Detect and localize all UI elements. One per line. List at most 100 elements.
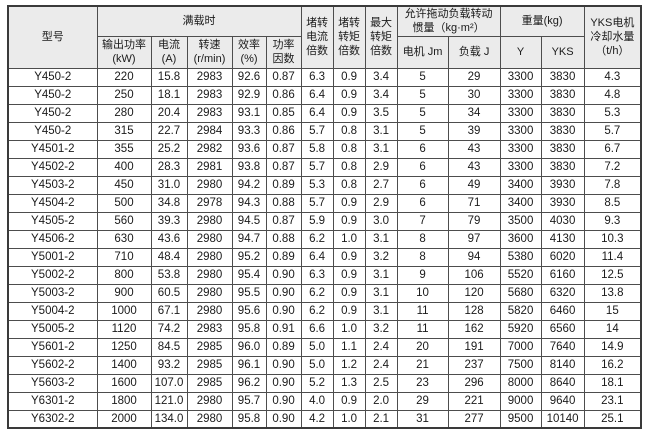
cell-efficiency_pct: 95.5	[231, 283, 267, 303]
cell-current_a: 107.0	[150, 373, 188, 393]
cell-power_factor: 0.89	[265, 175, 302, 195]
cell-load_inertia_j: 120	[447, 283, 501, 303]
cell-weight_yks: 3830	[540, 121, 585, 141]
cell-output_power_kw: 800	[96, 265, 152, 285]
cell-weight_y: 3300	[499, 67, 542, 87]
cell-locked_rotor_torque_ratio: 0.9	[332, 247, 366, 267]
cell-load_inertia_j: 71	[447, 193, 501, 213]
cell-weight_yks: 6560	[540, 319, 585, 339]
header-model: 型号	[7, 5, 98, 69]
cell-motor_inertia_jm: 7	[396, 211, 449, 231]
cell-output_power_kw: 710	[96, 247, 152, 267]
cell-weight_y: 5520	[499, 265, 542, 285]
cell-locked_rotor_current_ratio: 5.7	[300, 121, 334, 141]
cell-model: Y4501-2	[7, 139, 98, 159]
cell-locked_rotor_current_ratio: 6.4	[300, 247, 334, 267]
table-row: Y450-2 315 22.7 2984 93.3 0.86 5.7 0.8 3.1 5 39 330…	[7, 121, 642, 141]
cell-weight_y: 3400	[499, 193, 542, 213]
cell-efficiency_pct: 94.7	[231, 229, 267, 249]
table-row: Y4505-2 560 39.3 2980 94.5 0.87 5.9 0.9 3.0 7 79 35…	[7, 211, 642, 231]
cell-efficiency_pct: 93.8	[231, 157, 267, 177]
cell-locked_rotor_torque_ratio: 1.3	[332, 373, 366, 393]
cell-output_power_kw: 220	[96, 67, 152, 87]
cell-motor_inertia_jm: 23	[396, 373, 449, 393]
table-row: Y5602-2 1400 93.2 2985 96.1 0.90 5.0 1.2 2.4 21 23…	[7, 355, 642, 375]
cell-weight_y: 3300	[499, 139, 542, 159]
cell-efficiency_pct: 95.2	[231, 247, 267, 267]
cell-locked_rotor_current_ratio: 5.2	[300, 373, 334, 393]
cell-weight_yks: 6320	[540, 283, 585, 303]
cell-output_power_kw: 315	[96, 121, 152, 141]
table-row: Y450-2 220 15.8 2983 92.6 0.87 6.3 0.9 3.4 5 29 330…	[7, 67, 642, 87]
cell-motor_inertia_jm: 8	[396, 229, 449, 249]
cell-load_inertia_j: 94	[447, 247, 501, 267]
cell-max_torque_ratio: 3.1	[364, 229, 398, 249]
cell-load_inertia_j: 221	[447, 391, 501, 411]
cell-power_factor: 0.88	[265, 193, 302, 213]
cell-weight_y: 5820	[499, 301, 542, 321]
cell-locked_rotor_torque_ratio: 1.0	[332, 229, 366, 249]
cell-model: Y4502-2	[7, 157, 98, 177]
cell-model: Y5601-2	[7, 337, 98, 357]
cell-current_a: 20.4	[150, 103, 188, 123]
cell-output_power_kw: 500	[96, 193, 152, 213]
cell-max_torque_ratio: 2.9	[364, 193, 398, 213]
cell-power_factor: 0.90	[265, 373, 302, 393]
cell-output_power_kw: 450	[96, 175, 152, 195]
cell-weight_yks: 6460	[540, 301, 585, 321]
cell-weight_y: 3300	[499, 103, 542, 123]
cell-locked_rotor_current_ratio: 6.3	[300, 67, 334, 87]
cell-locked_rotor_torque_ratio: 0.9	[332, 103, 366, 123]
cell-cooling_water_tph: 4.8	[583, 85, 642, 105]
cell-weight_y: 3300	[499, 121, 542, 141]
cell-current_a: 39.3	[150, 211, 188, 231]
cell-max_torque_ratio: 3.4	[364, 85, 398, 105]
cell-weight_y: 9000	[499, 391, 542, 411]
cell-max_torque_ratio: 3.1	[364, 139, 398, 159]
cell-power_factor: 0.86	[265, 85, 302, 105]
cell-locked_rotor_torque_ratio: 0.9	[332, 391, 366, 411]
cell-load_inertia_j: 39	[447, 121, 501, 141]
cell-locked_rotor_torque_ratio: 0.9	[332, 301, 366, 321]
cell-cooling_water_tph: 16.2	[583, 355, 642, 375]
cell-max_torque_ratio: 3.1	[364, 265, 398, 285]
cell-output_power_kw: 355	[96, 139, 152, 159]
cell-max_torque_ratio: 2.4	[364, 337, 398, 357]
cell-cooling_water_tph: 5.3	[583, 103, 642, 123]
cell-max_torque_ratio: 2.9	[364, 157, 398, 177]
cell-weight_yks: 4030	[540, 211, 585, 231]
cell-output_power_kw: 630	[96, 229, 152, 249]
cell-speed_rpm: 2980	[186, 391, 233, 411]
cell-speed_rpm: 2980	[186, 409, 233, 429]
cell-speed_rpm: 2980	[186, 247, 233, 267]
cell-model: Y5001-2	[7, 247, 98, 267]
cell-max_torque_ratio: 2.1	[364, 409, 398, 429]
cell-max_torque_ratio: 3.1	[364, 301, 398, 321]
cell-speed_rpm: 2983	[186, 319, 233, 339]
cell-power_factor: 0.89	[265, 337, 302, 357]
cell-model: Y5603-2	[7, 373, 98, 393]
cell-cooling_water_tph: 25.1	[583, 409, 642, 429]
cell-model: Y6301-2	[7, 391, 98, 411]
cell-current_a: 67.1	[150, 301, 188, 321]
cell-cooling_water_tph: 5.7	[583, 121, 642, 141]
header-cooling-water: YKS电机 冷却水量 （t/h）	[583, 5, 642, 69]
cell-locked_rotor_torque_ratio: 0.9	[332, 67, 366, 87]
table-row: Y5601-2 1250 84.5 2985 96.0 0.89 5.0 1.1 2.4 20 19…	[7, 337, 642, 357]
cell-efficiency_pct: 96.0	[231, 337, 267, 357]
table-row: Y5003-2 900 60.5 2980 95.5 0.90 6.2 0.9 3.1 10 120…	[7, 283, 642, 303]
table-row: Y5004-2 1000 67.1 2980 95.6 0.90 6.2 0.9 3.1 11 12…	[7, 301, 642, 321]
cell-locked_rotor_current_ratio: 5.8	[300, 139, 334, 159]
cell-motor_inertia_jm: 31	[396, 409, 449, 429]
cell-motor_inertia_jm: 8	[396, 247, 449, 267]
cell-model: Y450-2	[7, 67, 98, 87]
cell-efficiency_pct: 92.6	[231, 67, 267, 87]
cell-max_torque_ratio: 3.1	[364, 121, 398, 141]
cell-power_factor: 0.86	[265, 121, 302, 141]
cell-speed_rpm: 2983	[186, 67, 233, 87]
cell-weight_y: 3400	[499, 175, 542, 195]
cell-speed_rpm: 2980	[186, 175, 233, 195]
table-row: Y5002-2 800 53.8 2980 95.4 0.90 6.3 0.9 3.1 9 106 5…	[7, 265, 642, 285]
cell-current_a: 15.8	[150, 67, 188, 87]
cell-locked_rotor_torque_ratio: 0.9	[332, 283, 366, 303]
